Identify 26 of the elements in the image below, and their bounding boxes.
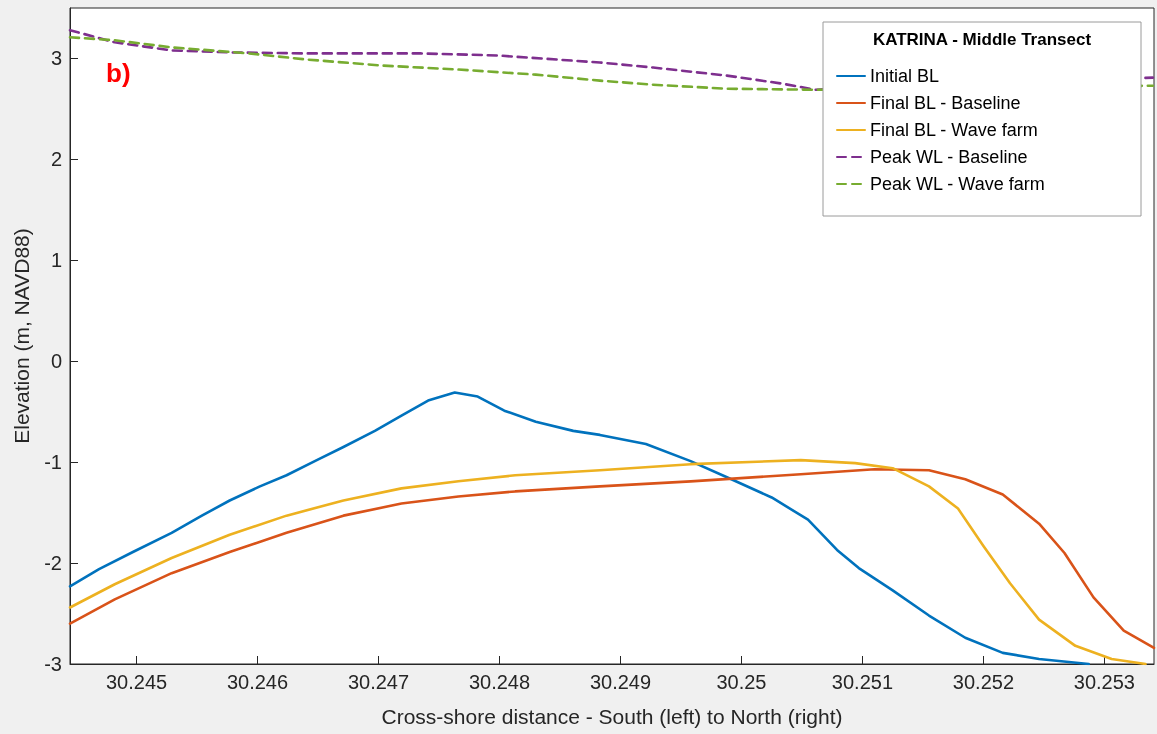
- x-tick-label: 30.246: [226, 671, 289, 693]
- y-tick-label: 2: [50, 148, 62, 171]
- legend-label: Peak WL - Baseline: [870, 147, 1028, 167]
- legend-label: Final BL - Baseline: [870, 93, 1021, 113]
- x-tick-label: 30.25: [716, 671, 767, 693]
- x-tick-label: 30.252: [952, 671, 1014, 693]
- x-tick-label: 30.247: [347, 671, 410, 693]
- y-tick-label: 3: [50, 47, 62, 70]
- x-tick-label: 30.245: [105, 671, 168, 693]
- x-tick-label: 30.253: [1073, 671, 1135, 693]
- legend-label: Peak WL - Wave farm: [870, 174, 1045, 194]
- x-tick-label: 30.251: [831, 671, 894, 693]
- y-tick-label: -2: [44, 552, 62, 575]
- x-axis-title: Cross-shore distance - South (left) to North (right): [381, 705, 843, 728]
- y-tick-label: 1: [50, 249, 62, 272]
- x-tick-label: 30.249: [589, 671, 652, 693]
- y-axis-title: Elevation (m, NAVD88): [10, 228, 33, 444]
- annotation: b): [106, 58, 131, 88]
- y-tick-label: -3: [44, 653, 62, 675]
- legend-label: Initial BL: [870, 66, 940, 86]
- legend-title: KATRINA - Middle Transect: [872, 29, 1092, 49]
- y-tick-label: -1: [44, 451, 62, 474]
- line-series: [68, 391, 1090, 666]
- x-tick-label: 30.248: [468, 671, 531, 693]
- legend-label: Final BL - Wave farm: [870, 120, 1038, 140]
- y-tick-label: 0: [50, 350, 62, 373]
